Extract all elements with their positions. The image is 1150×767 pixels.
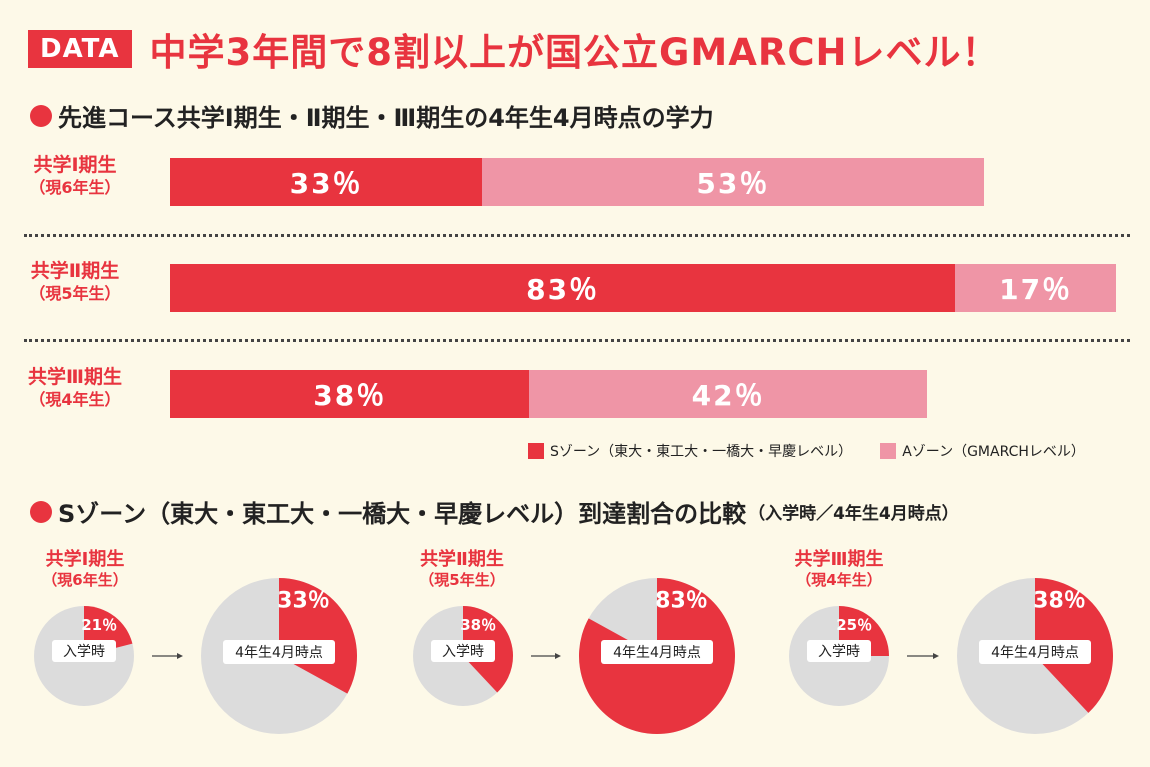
bar-segment-a: 17％ xyxy=(955,264,1116,312)
legend-label-s: Sゾーン（東大・東工大・一橋大・早慶レベル） xyxy=(550,444,853,460)
legend-item-s: Sゾーン（東大・東工大・一橋大・早慶レベル） xyxy=(528,441,852,461)
pie-caption-label: 4年生4月時点 xyxy=(991,645,1079,661)
bar-category-label: 共学Ⅱ期生 （現5年生） xyxy=(10,260,140,304)
data-badge: DATA xyxy=(28,30,132,68)
section1-title-text: 先進コース共学Ⅰ期生・Ⅱ期生・Ⅲ期生の4年生4月時点の学力 xyxy=(58,104,714,132)
bullet-dot-icon xyxy=(30,104,52,127)
bar-segment-s: 33％ xyxy=(170,158,483,206)
pie-value-label: 83％ xyxy=(655,589,708,614)
pie-value-label: 21％ xyxy=(81,616,117,634)
pie-caption-box xyxy=(807,640,871,662)
arrow-head-icon xyxy=(933,653,939,659)
pie-caption-box xyxy=(979,640,1091,664)
pie-caption-box xyxy=(52,640,116,662)
section1-title: 先進コース共学Ⅰ期生・Ⅱ期生・Ⅲ期生の4年生4月時点の学力 xyxy=(30,98,714,133)
bar-row: 共学Ⅲ期生 （現4年生） 38％ 42％ xyxy=(0,366,1150,418)
legend-item-a: Aゾーン（GMARCHレベル） xyxy=(880,441,1085,461)
bar-category-sub: （現5年生） xyxy=(29,283,121,303)
divider xyxy=(24,234,1130,237)
bar-category-sub: （現6年生） xyxy=(29,177,121,197)
bar-segment-a: 42％ xyxy=(529,370,927,418)
pie-group-sub: （現4年生） xyxy=(796,570,882,589)
bar-segment-s: 83％ xyxy=(170,264,956,312)
legend-swatch-a xyxy=(880,443,897,459)
section2-title-text: Sゾーン（東大・東工大・一橋大・早慶レベル）到達割合の比較 xyxy=(58,500,747,528)
bar-category-name: 共学Ⅰ期生 xyxy=(33,154,117,176)
pie-value-label: 38％ xyxy=(460,616,496,634)
divider xyxy=(24,339,1130,342)
arrow-head-icon xyxy=(555,653,561,659)
bar-row: 共学Ⅰ期生 （現6年生） 33％ 53％ xyxy=(0,154,1150,206)
section2-subtitle: （入学時／4年生4月時点） xyxy=(748,504,959,524)
pie-caption-label: 入学時 xyxy=(818,644,860,660)
pie-caption-label: 入学時 xyxy=(442,644,484,660)
pie-value-label: 33％ xyxy=(277,589,330,614)
pie-group-sub: （現5年生） xyxy=(419,570,505,589)
bar-segment-s: 38％ xyxy=(170,370,530,418)
pie-caption-box xyxy=(431,640,495,662)
pie-group-sub: （現6年生） xyxy=(42,570,128,589)
bar-category-name: 共学Ⅲ期生 xyxy=(28,366,122,388)
pie-value-label: 38％ xyxy=(1033,589,1086,614)
pie-slice-s xyxy=(279,578,357,694)
bar-segment-a: 53％ xyxy=(482,158,984,206)
bar-category-name: 共学Ⅱ期生 xyxy=(30,260,120,282)
bar-category-label: 共学Ⅲ期生 （現4年生） xyxy=(10,366,140,410)
pie-group-name: 共学Ⅲ期生 xyxy=(794,549,884,570)
pie-group-label: 共学Ⅱ期生 （現5年生） xyxy=(392,549,532,589)
main-title: 中学3年間で8割以上が国公立GMARCHレベル！ xyxy=(149,31,1000,74)
bar-row: 共学Ⅱ期生 （現5年生） 83％ 17％ xyxy=(0,260,1150,312)
bar-category-label: 共学Ⅰ期生 （現6年生） xyxy=(10,154,140,198)
legend: Sゾーン（東大・東工大・一橋大・早慶レベル） Aゾーン（GMARCHレベル） xyxy=(528,441,1113,461)
pie-group-name: 共学Ⅱ期生 xyxy=(420,549,504,570)
bullet-dot-icon xyxy=(30,500,52,523)
pie-value-label: 25％ xyxy=(836,616,872,634)
pie-caption-label: 4年生4月時点 xyxy=(235,645,323,661)
pie-caption-box xyxy=(601,640,713,664)
legend-label-a: Aゾーン（GMARCHレベル） xyxy=(902,444,1085,460)
pie-caption-label: 入学時 xyxy=(63,644,105,660)
legend-swatch-s xyxy=(528,443,544,459)
pie-group-label: 共学Ⅰ期生 （現6年生） xyxy=(15,549,155,589)
header: DATA 中学3年間で8割以上が国公立GMARCHレベル！ xyxy=(28,22,999,76)
pie-caption-box xyxy=(223,640,335,664)
pie-group-name: 共学Ⅰ期生 xyxy=(45,549,125,570)
pie-group-label: 共学Ⅲ期生 （現4年生） xyxy=(769,549,909,589)
arrow-head-icon xyxy=(177,653,183,659)
section2-title: Sゾーン（東大・東工大・一橋大・早慶レベル）到達割合の比較 （入学時／4年生4月… xyxy=(30,494,959,529)
bar-category-sub: （現4年生） xyxy=(29,389,121,409)
pie-caption-label: 4年生4月時点 xyxy=(613,645,701,661)
